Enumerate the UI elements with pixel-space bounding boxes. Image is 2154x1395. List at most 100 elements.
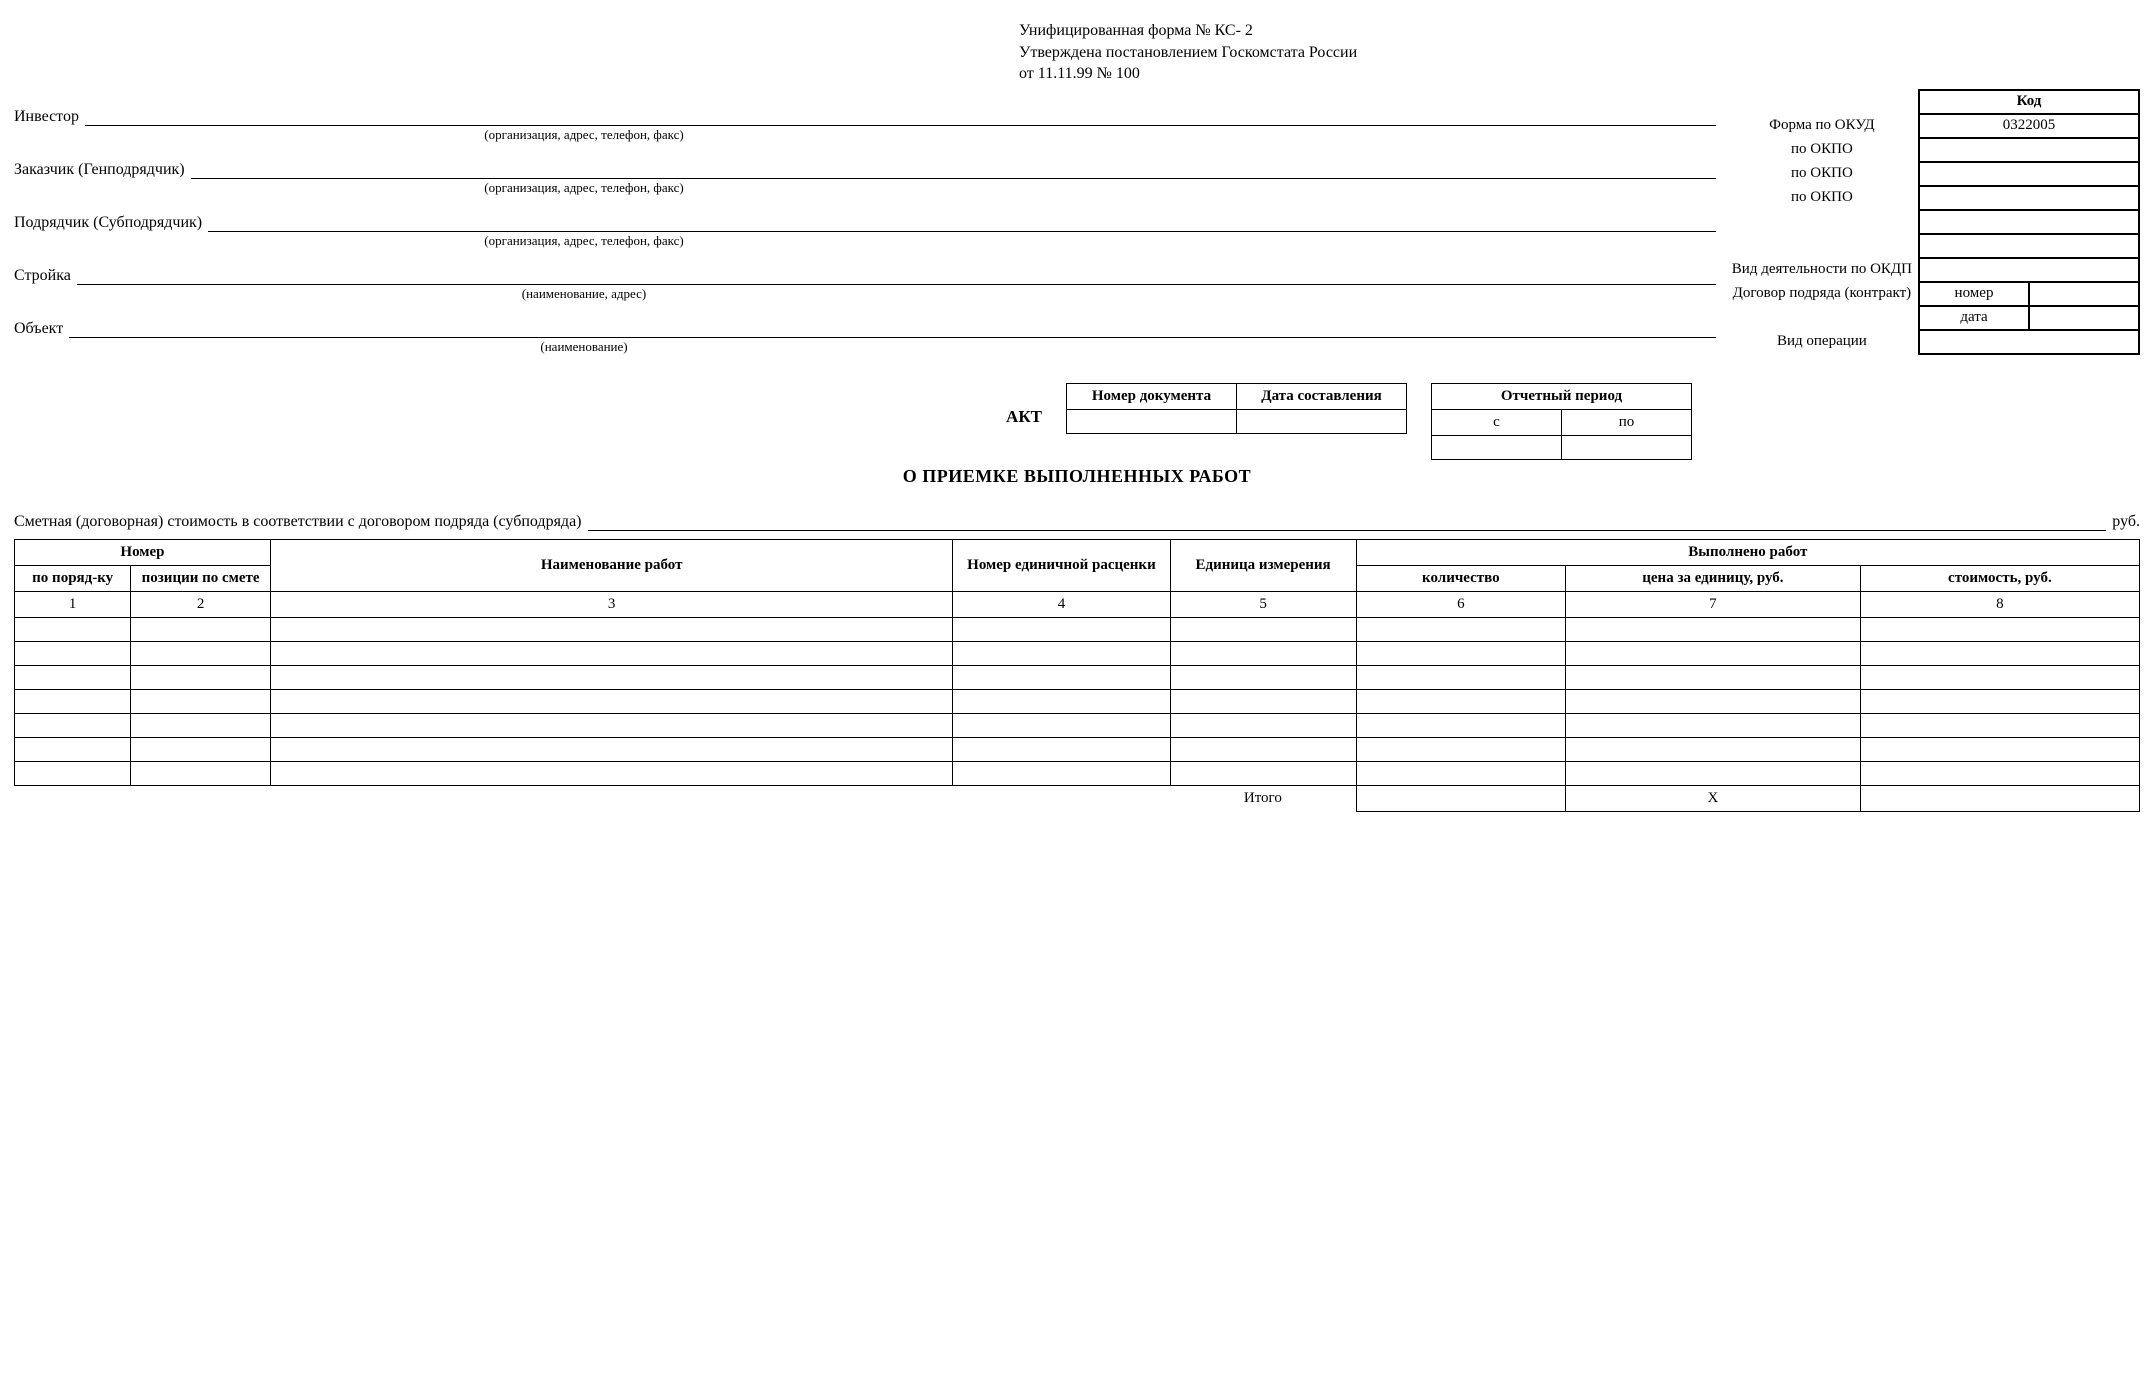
th-pos: позиции по смете [131,565,271,591]
table-cell[interactable] [1356,713,1565,737]
header-line2: Утверждена постановлением Госкомстата Ро… [1019,42,2140,64]
table-cell[interactable] [270,689,952,713]
okpo1-field[interactable] [1919,138,2139,162]
table-cell[interactable] [131,761,271,785]
table-cell[interactable] [131,617,271,641]
doc-num-field[interactable] [1067,409,1237,433]
table-cell[interactable] [270,665,952,689]
table-cell[interactable] [953,713,1170,737]
table-cell[interactable] [1170,689,1356,713]
doc-num-head: Номер документа [1067,383,1237,409]
object-field[interactable] [69,320,1716,338]
table-cell[interactable] [270,713,952,737]
table-cell[interactable] [15,713,131,737]
contract-date-label: дата [1919,306,2029,330]
table-cell[interactable] [1860,641,2139,665]
investor-hint: (организация, адрес, телефон, факс) [434,127,734,143]
table-cell[interactable] [1566,617,1861,641]
table-cell[interactable] [953,737,1170,761]
table-cell[interactable] [270,617,952,641]
operation-field[interactable] [1919,330,2139,354]
investor-label: Инвестор [14,108,85,126]
table-cell[interactable] [1860,761,2139,785]
operation-label: Вид операции [1726,330,1919,354]
table-cell[interactable] [15,665,131,689]
okud-value: 0322005 [1919,114,2139,138]
table-cell[interactable] [1566,641,1861,665]
table-cell[interactable] [15,761,131,785]
table-cell[interactable] [953,665,1170,689]
code-blank2[interactable] [1919,234,2139,258]
table-cell[interactable] [1356,737,1565,761]
total-cost[interactable] [1860,785,2139,811]
table-cell[interactable] [15,641,131,665]
table-cell[interactable] [1860,737,2139,761]
contractor-hint: (организация, адрес, телефон, факс) [434,233,734,249]
table-cell[interactable] [131,665,271,689]
table-cell[interactable] [953,641,1170,665]
th-done: Выполнено работ [1356,539,2139,565]
table-cell[interactable] [270,641,952,665]
table-cell[interactable] [1566,737,1861,761]
table-cell[interactable] [1860,689,2139,713]
table-cell[interactable] [1566,761,1861,785]
site-label: Стройка [14,267,77,285]
contractor-field[interactable] [208,214,1716,232]
table-cell[interactable] [1860,713,2139,737]
table-cell[interactable] [1356,617,1565,641]
table-cell[interactable] [1860,617,2139,641]
contract-num-field[interactable] [2029,282,2139,306]
okdp-field[interactable] [1919,258,2139,282]
contract-date-field[interactable] [2029,306,2139,330]
header-line3: от 11.11.99 № 100 [1019,63,2140,85]
table-cell[interactable] [1356,761,1565,785]
table-cell[interactable] [270,761,952,785]
customer-label: Заказчик (Генподрядчик) [14,161,191,179]
doc-date-field[interactable] [1237,409,1407,433]
table-cell[interactable] [953,617,1170,641]
okud-label: Форма по ОКУД [1726,114,1919,138]
colnum-3: 3 [270,591,952,617]
table-cell[interactable] [1170,641,1356,665]
table-cell[interactable] [131,737,271,761]
table-cell[interactable] [1566,689,1861,713]
table-cell[interactable] [1356,665,1565,689]
table-cell[interactable] [15,737,131,761]
table-cell[interactable] [270,737,952,761]
investor-field[interactable] [85,108,1716,126]
table-cell[interactable] [1170,617,1356,641]
table-cell[interactable] [1356,689,1565,713]
party-block: Инвестор (организация, адрес, телефон, ф… [14,90,1726,355]
table-cell[interactable] [131,689,271,713]
period-from-field[interactable] [1432,435,1562,459]
customer-field[interactable] [191,161,1716,179]
table-cell[interactable] [953,761,1170,785]
table-cell[interactable] [1170,761,1356,785]
total-qty[interactable] [1356,785,1565,811]
table-cell[interactable] [953,689,1170,713]
okpo3-field[interactable] [1919,186,2139,210]
table-cell[interactable] [1566,665,1861,689]
colnum-6: 6 [1356,591,1565,617]
colnum-7: 7 [1566,591,1861,617]
cost-field[interactable] [588,513,2107,531]
period-from-label: с [1432,409,1562,435]
table-cell[interactable] [1170,737,1356,761]
site-hint: (наименование, адрес) [434,286,734,302]
doc-meta-block: АКТ Номер документа Дата составления Отч… [14,383,2140,460]
table-cell[interactable] [15,617,131,641]
table-cell[interactable] [1170,713,1356,737]
table-cell[interactable] [1356,641,1565,665]
contract-num-label: номер [1919,282,2029,306]
table-cell[interactable] [131,641,271,665]
period-to-field[interactable] [1562,435,1692,459]
contract-label: Договор подряда (контракт) [1726,282,1919,306]
table-cell[interactable] [1566,713,1861,737]
code-blank1[interactable] [1919,210,2139,234]
table-cell[interactable] [1860,665,2139,689]
table-cell[interactable] [1170,665,1356,689]
okpo2-field[interactable] [1919,162,2139,186]
table-cell[interactable] [15,689,131,713]
table-cell[interactable] [131,713,271,737]
site-field[interactable] [77,267,1716,285]
